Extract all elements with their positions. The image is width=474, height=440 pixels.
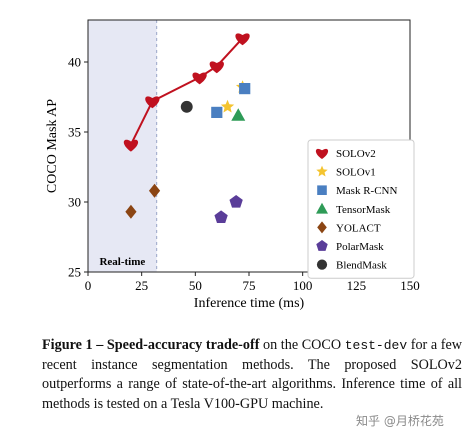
legend-label-tensormask: TensorMask	[336, 204, 391, 216]
x-tick-label: 0	[85, 278, 92, 293]
legend-marker-solov2	[315, 148, 329, 159]
caption-title: Speed-accuracy trade-off	[106, 337, 260, 353]
solov2-point	[145, 96, 160, 109]
solov1-point	[220, 99, 235, 113]
caption-dash: –	[92, 337, 107, 353]
legend-marker-blendmask	[316, 259, 328, 270]
legend: SOLOv2 SOLOv1 Mask R-CNN TensorMask YOLACT Po…	[307, 139, 415, 279]
legend-marker-solov1	[316, 165, 328, 177]
legend-label-blendmask: BlendMask	[336, 260, 387, 272]
real-time-label: Real-time	[99, 256, 145, 268]
mask-r-cnn-point	[211, 106, 223, 118]
legend-marker-mask-r-cnn	[317, 185, 327, 195]
legend-label-yolact: YOLACT	[336, 222, 381, 234]
solov2-point	[209, 61, 224, 74]
x-tick-label: 50	[189, 278, 202, 293]
tensormask-point	[231, 108, 246, 121]
solov2-point	[123, 139, 139, 152]
x-tick-label: 75	[243, 278, 256, 293]
x-axis-label: Inference time (ms)	[194, 296, 305, 311]
real-time-region	[88, 20, 157, 272]
caption-code: test-dev	[344, 338, 408, 353]
legend-box	[307, 139, 415, 279]
y-tick-label: 25	[68, 265, 81, 280]
polarmask-point	[214, 210, 228, 224]
legend-marker-yolact	[317, 221, 327, 234]
data-marks	[123, 33, 251, 224]
speed-accuracy-chart: Real-time 0 25 50 75 100 125 150 25 30 35 40 Infer…	[45, 19, 420, 311]
legend-label-solov2: SOLOv2	[336, 148, 376, 160]
y-tick-label: 30	[68, 195, 81, 210]
figure-caption: Figure 1 – Speed-accuracy trade-off on t…	[42, 336, 462, 414]
mask-r-cnn-point	[239, 83, 251, 95]
figure-label: Figure 1	[42, 337, 93, 353]
y-tick-label: 40	[68, 55, 81, 70]
y-axis-label: COCO Mask AP	[45, 99, 60, 193]
polarmask-point	[229, 195, 243, 208]
solov2-point	[192, 72, 207, 85]
x-tick-label: 125	[347, 278, 367, 293]
solov2-point	[235, 33, 250, 46]
legend-label-polarmask: PolarMask	[336, 241, 384, 253]
yolact-point	[125, 204, 137, 219]
blendmask-point	[180, 100, 193, 113]
legend-label-solov1: SOLOv1	[336, 167, 376, 179]
legend-label-mask-r-cnn: Mask R-CNN	[336, 185, 397, 197]
x-tick-label: 100	[293, 278, 313, 293]
x-tick-label: 150	[400, 278, 420, 293]
x-tick-label: 25	[135, 278, 148, 293]
caption-text-1: on the COCO	[259, 337, 345, 353]
legend-marker-tensormask	[316, 202, 328, 214]
axes: 0 25 50 75 100 125 150 25 30 35 40	[68, 19, 420, 293]
watermark: 知乎 @月桥花苑	[356, 414, 444, 428]
legend-marker-polarmask	[316, 240, 328, 251]
yolact-point	[148, 183, 161, 198]
y-tick-label: 35	[68, 125, 81, 140]
caption-text-2: for a few recent instance segmentation m…	[42, 337, 463, 412]
